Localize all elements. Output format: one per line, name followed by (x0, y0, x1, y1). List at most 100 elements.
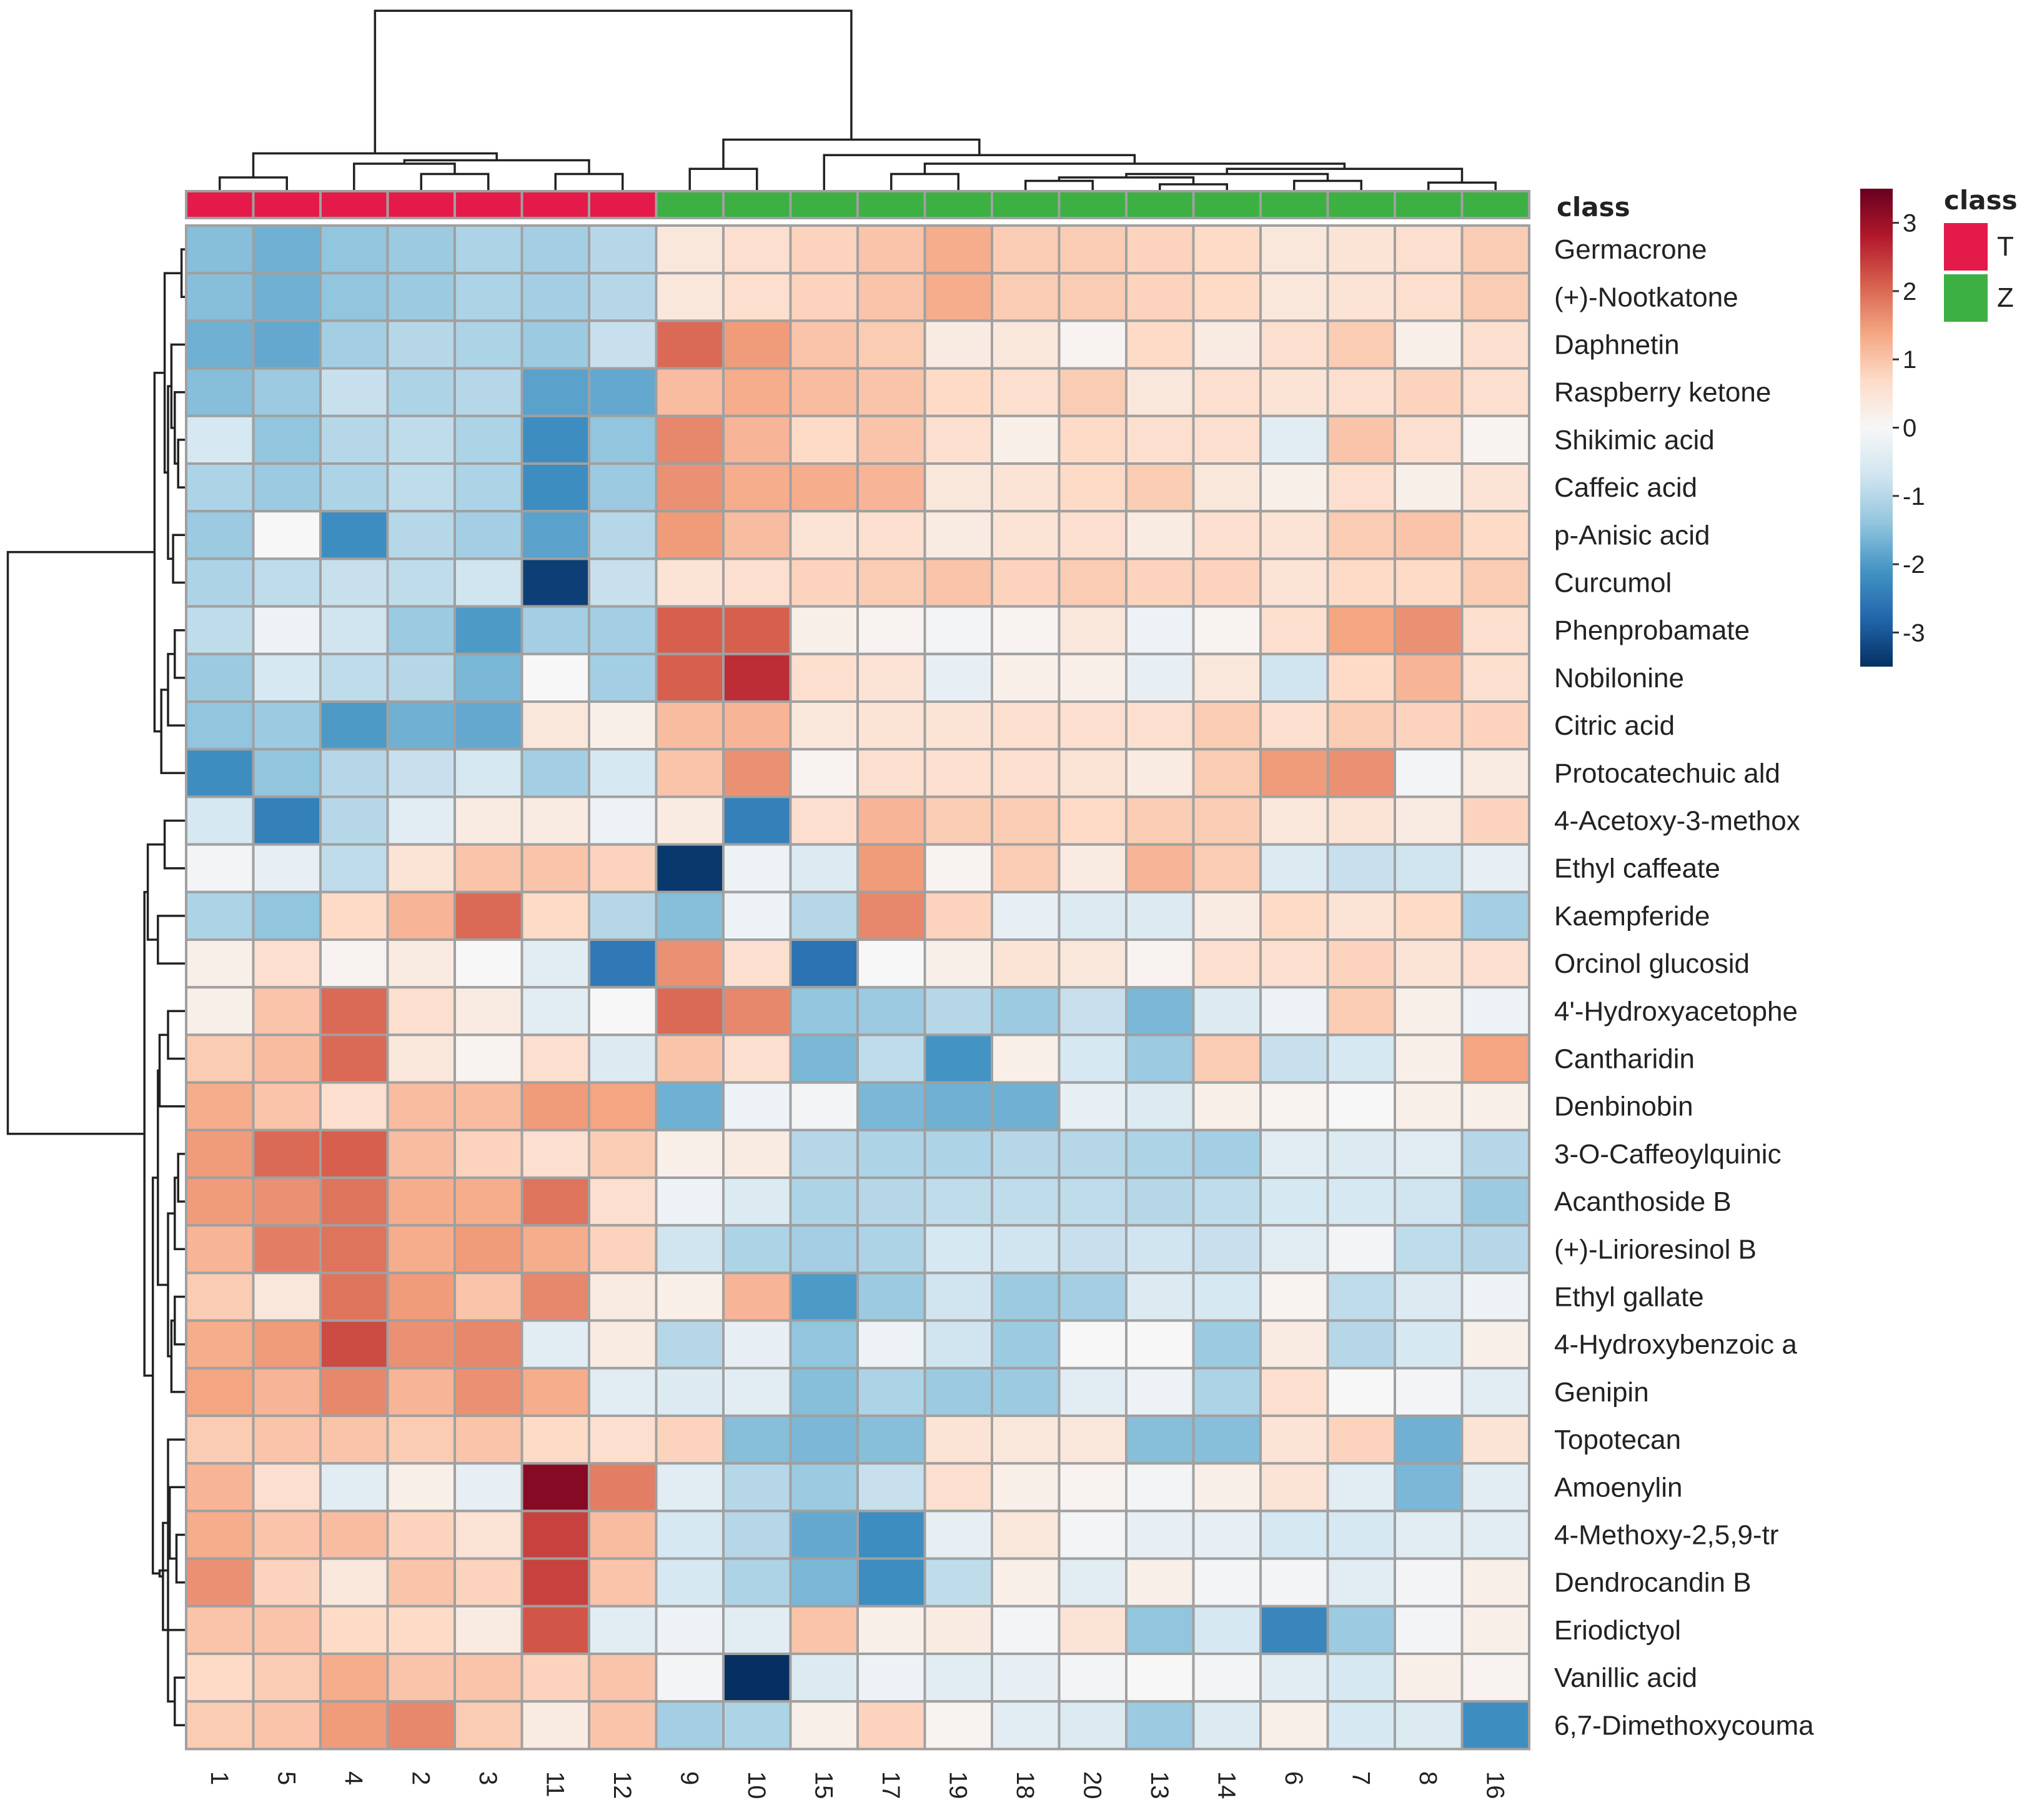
class-annotation-cell (319, 190, 389, 219)
heatmap-cell (856, 1653, 926, 1703)
heatmap-cell (453, 1700, 523, 1751)
heatmap-cell (1192, 1462, 1262, 1513)
heatmap-cell (1125, 224, 1195, 275)
row-label: Ethyl caffeate (1554, 853, 1720, 884)
heatmap-cell (722, 1271, 792, 1322)
dendrogram-branch (890, 172, 959, 191)
heatmap-cell (252, 224, 322, 275)
heatmap-cell (1192, 1509, 1262, 1560)
heatmap-cell (1326, 652, 1396, 704)
heatmap-cell (923, 1128, 993, 1180)
heatmap-cell (789, 1319, 859, 1370)
heatmap-cell (1460, 557, 1530, 608)
heatmap-cell (1058, 1557, 1128, 1608)
heatmap-cell (588, 986, 658, 1037)
heatmap-cell (453, 843, 523, 893)
heatmap-cell (453, 1271, 523, 1322)
heatmap-cell (655, 319, 725, 370)
heatmap-cell (185, 1081, 255, 1131)
heatmap-cell (588, 1604, 658, 1656)
heatmap-cell (252, 1271, 322, 1322)
column-label: 7 (1347, 1771, 1374, 1785)
heatmap-cell (789, 1604, 859, 1656)
heatmap-cell (923, 1604, 993, 1656)
heatmap-cell (453, 1224, 523, 1275)
heatmap-cell (856, 1176, 926, 1227)
heatmap-cell (789, 605, 859, 655)
heatmap-cell (185, 748, 255, 798)
heatmap-cell (1326, 890, 1396, 942)
class-annotation-cell (1460, 190, 1530, 219)
row-label: Cantharidin (1554, 1044, 1695, 1075)
heatmap-cell (722, 1462, 792, 1513)
heatmap-cell (1125, 843, 1195, 893)
heatmap-cell (1058, 319, 1128, 370)
heatmap-cell (520, 1509, 590, 1560)
heatmap-cell (520, 1033, 590, 1084)
heatmap-cell (1058, 367, 1128, 417)
row-label: Kaempferide (1554, 901, 1710, 932)
heatmap-cell (1326, 1081, 1396, 1131)
heatmap-cell (1125, 1462, 1195, 1513)
dendrogram-branch (167, 1010, 185, 1060)
column-label: 11 (541, 1771, 568, 1798)
heatmap-cell (1394, 1271, 1464, 1322)
heatmap-cell (991, 510, 1061, 560)
heatmap-cell (789, 319, 859, 370)
heatmap-cell (1125, 1224, 1195, 1275)
heatmap-cell (789, 1081, 859, 1131)
heatmap-cell (520, 986, 590, 1037)
heatmap-cell (856, 1700, 926, 1751)
heatmap-cell (789, 1033, 859, 1084)
heatmap-cell (319, 1271, 389, 1322)
color-scale-tick-label: 2 (1903, 278, 1916, 306)
heatmap-cell (1460, 272, 1530, 322)
heatmap-cell (1394, 1366, 1464, 1418)
heatmap-cell (655, 1700, 725, 1751)
heatmap-cell (1259, 557, 1329, 608)
heatmap-cell (1192, 557, 1262, 608)
heatmap-cell (252, 605, 322, 655)
heatmap-cell (386, 1366, 456, 1418)
heatmap-cell (1460, 1271, 1530, 1322)
class-annotation-cell (789, 190, 859, 219)
row-label: 4-Acetoxy-3-methox (1554, 806, 1800, 837)
heatmap-cell (1125, 1033, 1195, 1084)
heatmap-cell (923, 1415, 993, 1465)
heatmap-cell (1460, 652, 1530, 704)
heatmap-cell (520, 1462, 590, 1513)
heatmap-cell (185, 986, 255, 1037)
heatmap-cell (386, 1271, 456, 1322)
heatmap-cell (520, 462, 590, 513)
heatmap-cell (1058, 986, 1128, 1037)
row-label: Daphnetin (1554, 330, 1680, 361)
heatmap-cell (1394, 1081, 1464, 1131)
heatmap-cell (991, 700, 1061, 751)
heatmap-cell (991, 986, 1061, 1037)
heatmap-cell (520, 795, 590, 846)
heatmap-cell (1125, 272, 1195, 322)
heatmap-cell (386, 986, 456, 1037)
heatmap-cell (1192, 1415, 1262, 1465)
class-annotation-cell (520, 190, 590, 219)
heatmap-cell (722, 843, 792, 893)
heatmap-cell (1192, 1604, 1262, 1656)
heatmap-cell (520, 890, 590, 942)
heatmap-cell (1326, 986, 1396, 1037)
heatmap-cell (1058, 1128, 1128, 1180)
heatmap-cell (252, 1509, 322, 1560)
heatmap-cell (991, 1462, 1061, 1513)
heatmap-cell (386, 1319, 456, 1370)
heatmap-cell (789, 1415, 859, 1465)
heatmap-cell (1058, 748, 1128, 798)
heatmap-cell (722, 1653, 792, 1703)
heatmap-cell (1125, 986, 1195, 1037)
heatmap-cell (588, 1557, 658, 1608)
heatmap-cell (1192, 843, 1262, 893)
class-annotation-cell (1259, 190, 1329, 219)
heatmap-cell (1326, 1653, 1396, 1703)
column-label: 3 (474, 1771, 502, 1785)
heatmap-cell (856, 510, 926, 560)
row-label: Vanillic acid (1554, 1663, 1697, 1693)
